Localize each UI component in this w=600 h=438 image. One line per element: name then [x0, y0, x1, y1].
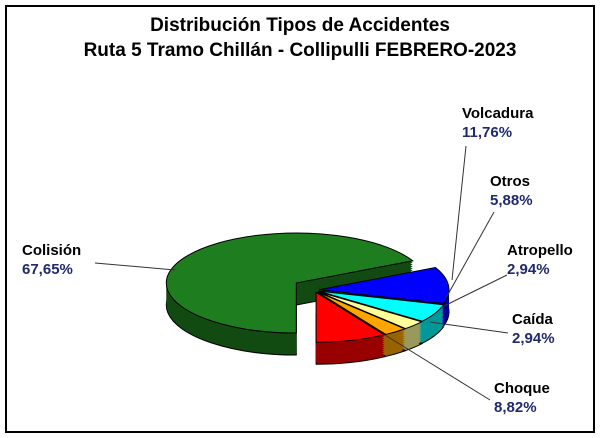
leader-line [429, 321, 509, 334]
chart-title: Distribución Tipos de Accidentes [150, 15, 450, 36]
slice-value-label: 2,94% [512, 330, 555, 347]
leader-line [384, 334, 491, 401]
chart-frame [5, 5, 595, 433]
slice [318, 290, 445, 322]
slice [318, 266, 450, 305]
slice [315, 291, 386, 343]
leader-line [439, 274, 508, 309]
slice-value-label: 67,65% [22, 261, 73, 278]
slice-label: Atropello [507, 242, 573, 259]
slice-value-label: 2,94% [507, 261, 550, 278]
chart-subtitle: Ruta 5 Tramo Chillán - Collipulli FEBRER… [84, 40, 517, 61]
slice-label: Caída [512, 311, 554, 328]
slice-value-label: 5,88% [490, 192, 533, 209]
slice [165, 232, 414, 334]
slice-label: Volcadura [462, 105, 534, 122]
slice-value-label: 8,82% [494, 399, 537, 416]
slice-label: Choque [494, 380, 550, 397]
slice-label: Colisión [22, 242, 81, 259]
leader-line [445, 211, 495, 299]
leader-line [94, 262, 176, 271]
slice-value-label: 11,76% [462, 124, 512, 141]
slice-label: Otros [490, 173, 530, 190]
leader-line [451, 145, 467, 281]
slice [317, 291, 407, 335]
